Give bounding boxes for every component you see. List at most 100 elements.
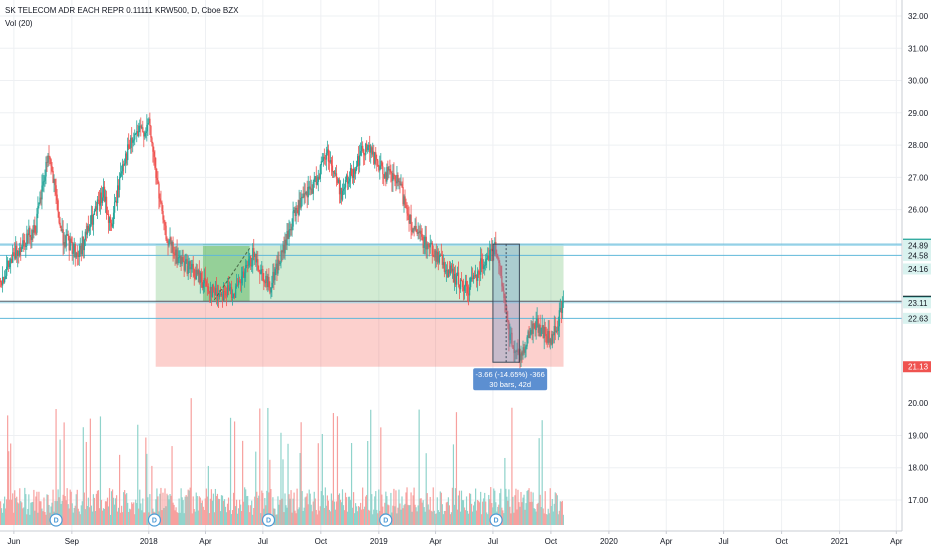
candle-body	[58, 212, 60, 223]
trend-line[interactable]	[213, 248, 251, 301]
volume-bar	[376, 509, 378, 525]
volume-bar	[408, 505, 410, 525]
volume-bar	[25, 494, 27, 525]
volume-bar	[330, 493, 332, 525]
time-tick-label: Oct	[775, 537, 788, 546]
candle-body	[34, 225, 36, 233]
volume-bar	[267, 407, 269, 525]
volume-bar	[372, 514, 374, 525]
volume-bar	[556, 495, 558, 525]
candle-body	[291, 226, 293, 231]
volume-bar	[279, 499, 281, 525]
measure-box[interactable]	[492, 243, 520, 363]
candle-body	[397, 174, 399, 182]
volume-bar	[241, 511, 243, 525]
candle-body	[491, 248, 493, 252]
volume-bar	[539, 494, 541, 525]
candle-body	[129, 147, 131, 149]
volume-bar	[554, 492, 556, 525]
volume-bar	[543, 513, 545, 525]
volume-bar	[456, 509, 459, 525]
candle-body	[489, 249, 491, 261]
volume-bar	[213, 512, 216, 525]
candle-body	[386, 167, 388, 182]
dividend-marker-icon[interactable]	[147, 513, 162, 527]
candle-body	[251, 265, 253, 267]
dividend-marker-icon[interactable]	[49, 513, 63, 527]
candle-body	[463, 285, 466, 291]
price-label-text: 21.13	[908, 363, 929, 372]
volume-bar	[149, 494, 151, 525]
volume-bar	[239, 499, 241, 525]
candle-body	[457, 272, 460, 285]
candle-body	[545, 333, 547, 337]
time-tick-label: Oct	[545, 537, 558, 546]
candle-body	[441, 254, 444, 266]
volume-bar	[419, 498, 421, 525]
time-tick-label: Apr	[660, 537, 673, 546]
volume-bar	[314, 498, 316, 525]
volume-bar	[423, 507, 425, 525]
volume-bar	[282, 459, 284, 525]
candle-body	[419, 230, 421, 234]
volume-bar	[50, 506, 52, 525]
candle-body	[346, 175, 349, 184]
candle-body	[179, 256, 181, 258]
candle-body	[123, 164, 125, 166]
time-tick-label: Oct	[315, 537, 328, 546]
volume-title: Vol (20)	[5, 19, 33, 28]
volume-bar	[92, 494, 94, 525]
volume-bar	[317, 443, 319, 525]
candle-body	[37, 206, 39, 214]
volume-bar	[116, 511, 119, 525]
candle-body	[408, 215, 410, 224]
time-tick-label: Sep	[65, 537, 80, 546]
volume-bar	[145, 437, 147, 525]
volume-bar	[278, 504, 280, 525]
volume-bar	[470, 503, 473, 525]
dividend-marker-icon[interactable]	[489, 513, 503, 527]
volume-bar	[79, 514, 81, 525]
volume-bar	[557, 514, 559, 525]
volume-bar	[250, 505, 252, 525]
candle-body	[460, 279, 463, 281]
candle-body	[16, 245, 18, 257]
candle-body	[210, 286, 213, 298]
candle-body	[506, 311, 508, 321]
candle-body	[127, 144, 129, 161]
loss-zone[interactable]	[155, 301, 564, 367]
candle-body	[410, 214, 412, 231]
dividend-marker-icon[interactable]	[261, 513, 276, 527]
candle-body	[456, 272, 459, 276]
candle-body	[557, 326, 560, 331]
volume-bar	[7, 415, 9, 525]
candle-body	[73, 244, 75, 252]
time-axis-panel[interactable]	[0, 531, 932, 550]
volume-bar	[261, 490, 263, 525]
volume-bar	[529, 501, 531, 525]
volume-bar	[192, 496, 194, 525]
candle-body	[247, 264, 249, 266]
volume-bar	[157, 496, 159, 525]
candle-body	[323, 156, 326, 159]
volume-bar	[298, 507, 300, 525]
candle-body	[65, 235, 67, 247]
volume-bar	[127, 502, 129, 525]
time-tick-label: Jul	[488, 537, 498, 546]
dividend-marker-label: D	[494, 518, 499, 525]
candle-body	[114, 200, 117, 202]
dividend-marker-icon[interactable]	[379, 513, 393, 527]
volume-bar	[468, 493, 471, 525]
volume-bar	[513, 512, 515, 525]
volume-bar	[519, 506, 521, 525]
candle-body	[147, 122, 149, 125]
candle-body	[384, 172, 386, 179]
volume-bar	[357, 511, 359, 525]
candle-body	[467, 293, 470, 296]
candle-body	[318, 176, 320, 179]
volume-bar	[183, 513, 185, 525]
volume-bar	[32, 501, 34, 525]
candle-body	[173, 252, 175, 254]
